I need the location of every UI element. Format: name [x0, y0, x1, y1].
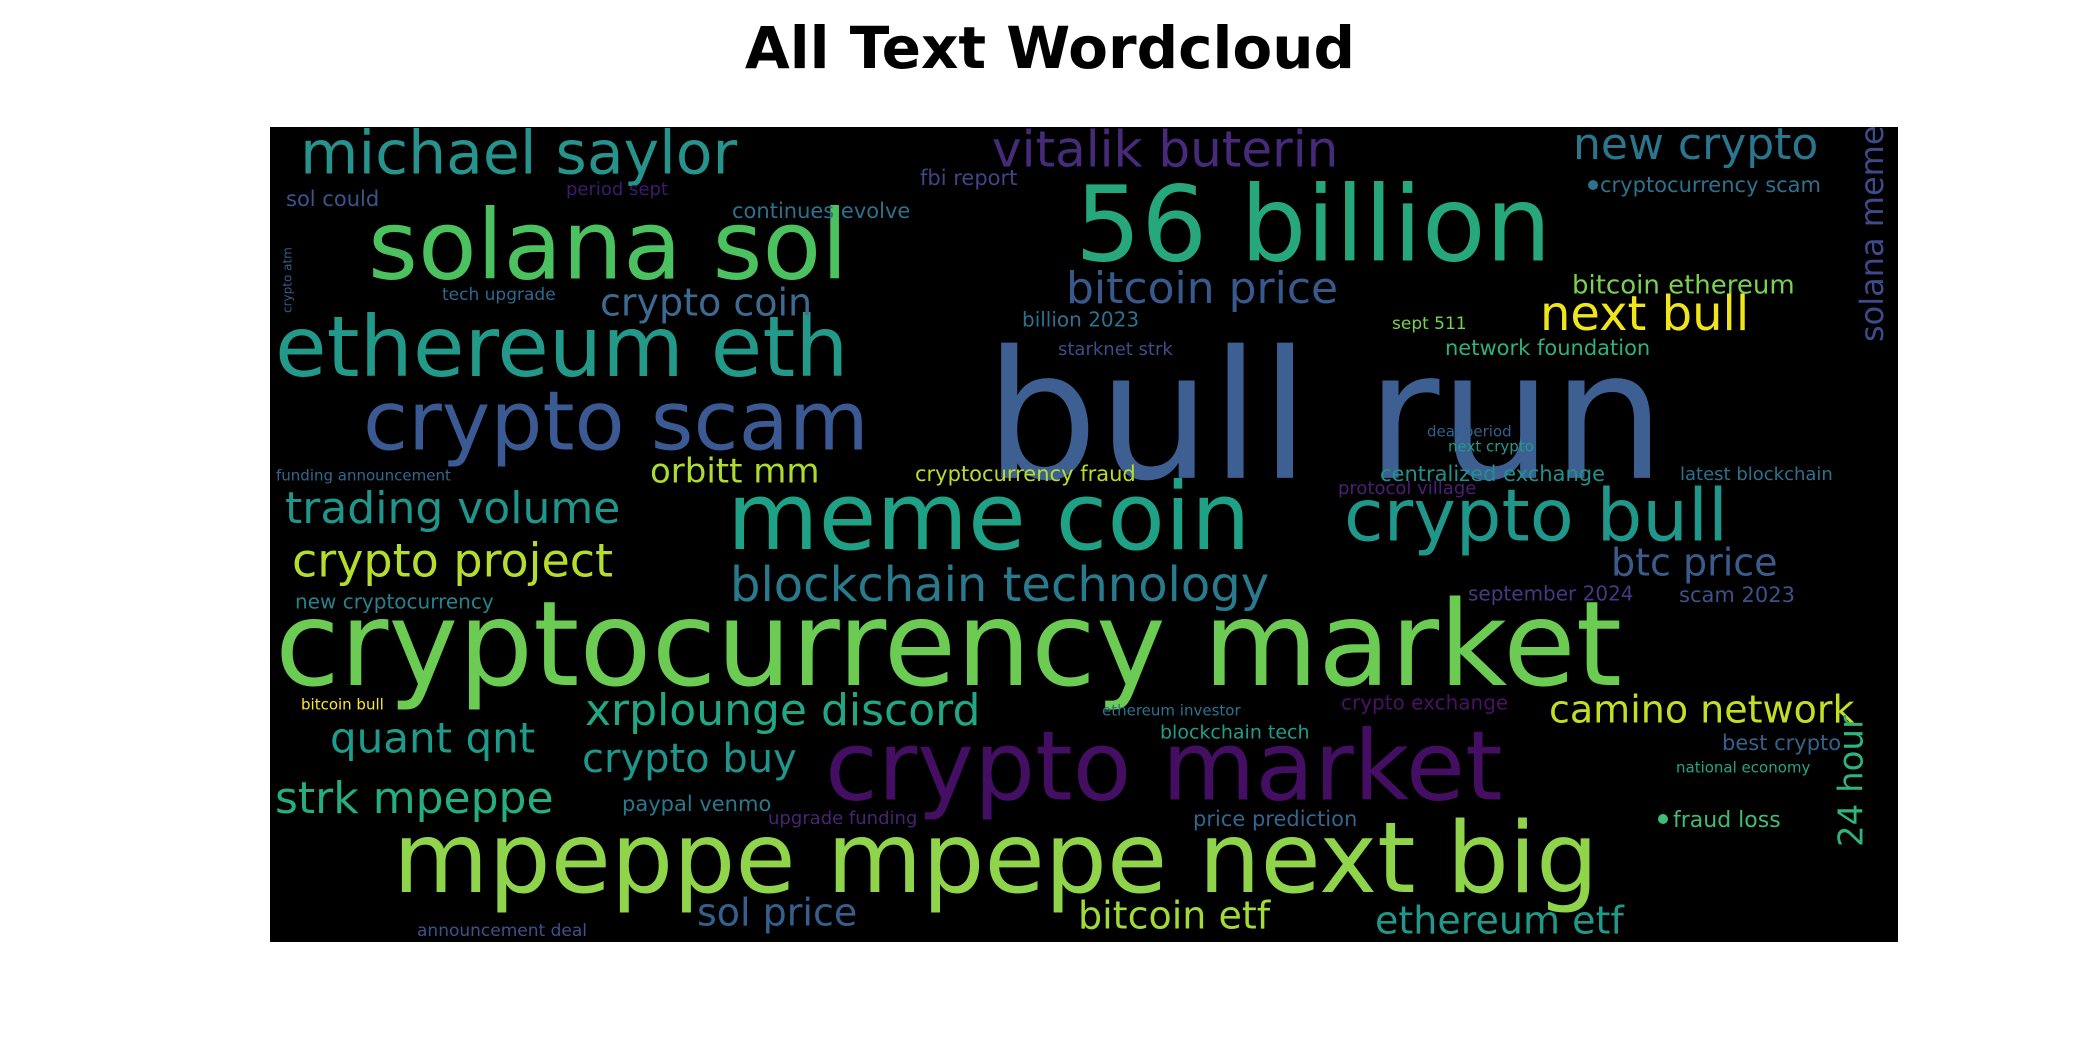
word: protocol village [1338, 478, 1476, 499]
word: national economy [1676, 759, 1811, 777]
word: vitalik buterin [992, 127, 1338, 179]
word: blockchain technology [730, 557, 1269, 613]
word: solana meme [1853, 127, 1891, 342]
word: sol price [697, 891, 857, 935]
word: btc price [1611, 541, 1778, 585]
word: blockchain tech [1160, 722, 1310, 744]
word: upgrade funding [768, 808, 917, 829]
word: price prediction [1193, 807, 1357, 831]
word: next crypto [1448, 438, 1534, 456]
word: billion 2023 [1022, 308, 1139, 332]
word: xrplounge discord [585, 685, 980, 736]
word: deal period [1427, 423, 1512, 441]
word: bitcoin bull [301, 696, 384, 714]
word: continues evolve [732, 199, 910, 223]
word: 24 hour [1832, 715, 1872, 847]
word: latest blockchain [1680, 464, 1833, 485]
word-fragment-dot [1588, 180, 1598, 190]
word: cryptocurrency market [275, 575, 1622, 713]
word: cryptocurrency fraud [915, 462, 1136, 486]
word: period sept [566, 179, 668, 200]
word: bitcoin price [1066, 263, 1338, 314]
wordcloud-svg: bull run cryptocurrency market 56 billio… [275, 127, 1891, 942]
word: michael saylor [300, 127, 737, 189]
word: ethereum investor [1102, 702, 1241, 720]
word: tech upgrade [442, 285, 556, 305]
word: crypto buy [582, 736, 797, 782]
word: quant qnt [330, 714, 535, 763]
word: trading volume [285, 483, 620, 534]
word: new cryptocurrency [295, 590, 494, 614]
word: new crypto [1573, 127, 1818, 170]
word: crypto bull [1344, 474, 1728, 558]
word: crypto scam [363, 374, 869, 469]
word: september 2024 [1468, 582, 1634, 606]
word: crypto project [292, 534, 613, 588]
word: sol could [286, 187, 379, 211]
word: starknet strk [1058, 339, 1173, 360]
wordcloud-canvas: bull run cryptocurrency market 56 billio… [270, 127, 1898, 942]
word: crypto exchange [1341, 691, 1508, 715]
word: mpeppe mpepe next big [393, 802, 1598, 916]
word: crypto atm [281, 247, 295, 313]
word: fbi report [920, 166, 1017, 190]
word: funding announcement [276, 467, 451, 485]
word: bull run [985, 313, 1665, 520]
word: bitcoin etf [1078, 894, 1272, 938]
word: sept 511 [1392, 314, 1467, 334]
word: next bull [1540, 286, 1749, 342]
word: crypto coin [600, 281, 812, 325]
word: best crypto [1722, 731, 1841, 755]
word: orbitt mm [650, 452, 820, 492]
word: network foundation [1445, 336, 1650, 360]
word: 56 billion [1075, 163, 1552, 285]
word: meme coin [727, 463, 1251, 572]
word: scam 2023 [1679, 583, 1795, 607]
word: crypto market [825, 710, 1503, 822]
word: bitcoin ethereum [1572, 271, 1795, 301]
wordcloud-dots [1588, 180, 1668, 824]
word: solana sol [368, 189, 848, 301]
word: centralized exchange [1380, 462, 1605, 486]
word: fraud loss [1673, 808, 1781, 833]
word: ethereum eth [275, 298, 849, 396]
word: strk mpeppe [275, 773, 554, 824]
word: ethereum etf [1375, 899, 1625, 943]
chart-title: All Text Wordcloud [744, 14, 1356, 82]
word: camino network [1549, 688, 1854, 732]
word: cryptocurrency scam [1600, 173, 1821, 197]
word: announcement deal [417, 921, 587, 941]
word-fragment-dot [1658, 814, 1668, 824]
word: paypal venmo [622, 792, 771, 816]
wordcloud-words: bull run cryptocurrency market 56 billio… [275, 127, 1891, 942]
